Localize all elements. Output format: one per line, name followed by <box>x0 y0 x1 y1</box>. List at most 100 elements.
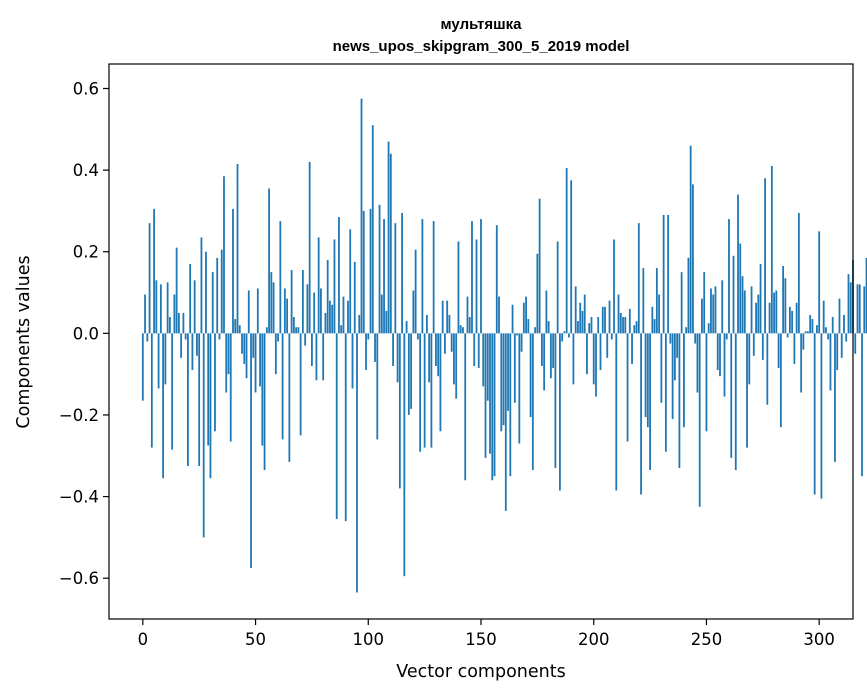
bar-134 <box>444 333 446 354</box>
bar-291 <box>797 212 800 334</box>
bar-46 <box>245 333 248 379</box>
bar-316 <box>854 333 857 354</box>
bar-174 <box>534 327 537 334</box>
bar-79 <box>320 288 322 334</box>
y-tick-label: 0.0 <box>73 324 99 343</box>
bar-113 <box>396 333 399 383</box>
bar-19 <box>184 333 187 340</box>
bar-289 <box>793 333 796 364</box>
bar-58 <box>272 282 275 334</box>
bar-0 <box>141 333 144 401</box>
bar-171 <box>527 319 530 334</box>
bar-165 <box>513 333 516 403</box>
bar-52 <box>259 333 261 387</box>
bar-95 <box>356 333 358 593</box>
y-tick-label: 0.6 <box>73 79 99 98</box>
bar-238 <box>678 333 681 469</box>
bar-228 <box>655 268 658 334</box>
bar-7 <box>157 333 160 389</box>
bar-248 <box>701 298 703 334</box>
bar-139 <box>455 333 458 399</box>
bar-185 <box>559 333 561 491</box>
bar-103 <box>374 333 376 362</box>
bar-40 <box>232 208 234 334</box>
bar-170 <box>525 296 527 334</box>
bar-5 <box>153 208 155 334</box>
bar-147 <box>473 333 476 366</box>
bar-205 <box>604 306 606 334</box>
bar-88 <box>340 325 343 334</box>
bar-154 <box>489 333 491 454</box>
bar-6 <box>155 280 158 334</box>
bar-263 <box>734 333 737 471</box>
bar-235 <box>671 333 674 420</box>
bar-48 <box>250 333 252 568</box>
bar-115 <box>401 212 403 334</box>
bar-168 <box>520 333 523 352</box>
bar-212 <box>619 312 622 334</box>
bar-202 <box>597 317 600 334</box>
bar-128 <box>430 333 433 448</box>
bar-244 <box>692 184 694 334</box>
bar-155 <box>491 333 494 481</box>
bar-118 <box>407 333 410 415</box>
bar-267 <box>743 290 746 334</box>
plot-frame <box>108 63 854 620</box>
bar-161 <box>504 333 507 511</box>
bar-198 <box>588 323 591 334</box>
bar-57 <box>270 272 273 334</box>
bar-30 <box>209 333 212 479</box>
bar-135 <box>446 300 449 334</box>
bar-219 <box>635 321 638 334</box>
bar-309 <box>838 298 841 334</box>
bar-223 <box>644 333 647 417</box>
bar-163 <box>509 333 512 477</box>
bar-218 <box>633 325 636 334</box>
bar-8 <box>159 284 162 334</box>
chart-subtitle: news_upos_skipgram_300_5_2019 model <box>333 38 630 55</box>
bar-162 <box>507 333 509 411</box>
bar-10 <box>164 333 167 385</box>
bar-259 <box>725 333 728 340</box>
bar-68 <box>295 327 298 334</box>
bar-308 <box>836 333 839 371</box>
bar-293 <box>802 333 805 350</box>
bar-63 <box>283 288 286 334</box>
x-tick-label: 100 <box>353 630 385 649</box>
bar-225 <box>649 333 651 471</box>
bar-142 <box>462 327 464 334</box>
bar-21 <box>189 263 192 334</box>
bar-262 <box>732 255 735 334</box>
x-axis-label: Vector components <box>396 662 565 682</box>
bar-285 <box>784 278 787 334</box>
bar-20 <box>187 333 189 466</box>
bar-175 <box>536 253 539 334</box>
bar-148 <box>475 239 478 334</box>
bar-130 <box>435 333 437 366</box>
bar-321 <box>865 257 867 334</box>
bar-298 <box>813 333 816 495</box>
bar-60 <box>277 333 279 342</box>
bar-172 <box>529 333 532 417</box>
bar-217 <box>631 333 633 364</box>
bar-65 <box>288 333 291 462</box>
bar-75 <box>311 333 313 366</box>
bar-279 <box>770 166 773 334</box>
bar-317 <box>856 284 859 334</box>
bar-120 <box>412 290 415 334</box>
bar-181 <box>549 333 552 379</box>
bar-250 <box>705 333 708 432</box>
bar-64 <box>286 298 289 334</box>
bar-85 <box>333 239 336 334</box>
bar-288 <box>791 310 794 334</box>
bar-43 <box>238 325 241 334</box>
bar-112 <box>394 223 397 334</box>
bar-158 <box>498 296 500 334</box>
bar-26 <box>200 237 203 334</box>
bar-265 <box>739 243 742 334</box>
chart-title: мультяшка <box>441 16 523 33</box>
bar-38 <box>227 333 230 375</box>
bar-274 <box>759 263 762 334</box>
bar-53 <box>261 333 264 446</box>
bar-167 <box>518 333 521 444</box>
